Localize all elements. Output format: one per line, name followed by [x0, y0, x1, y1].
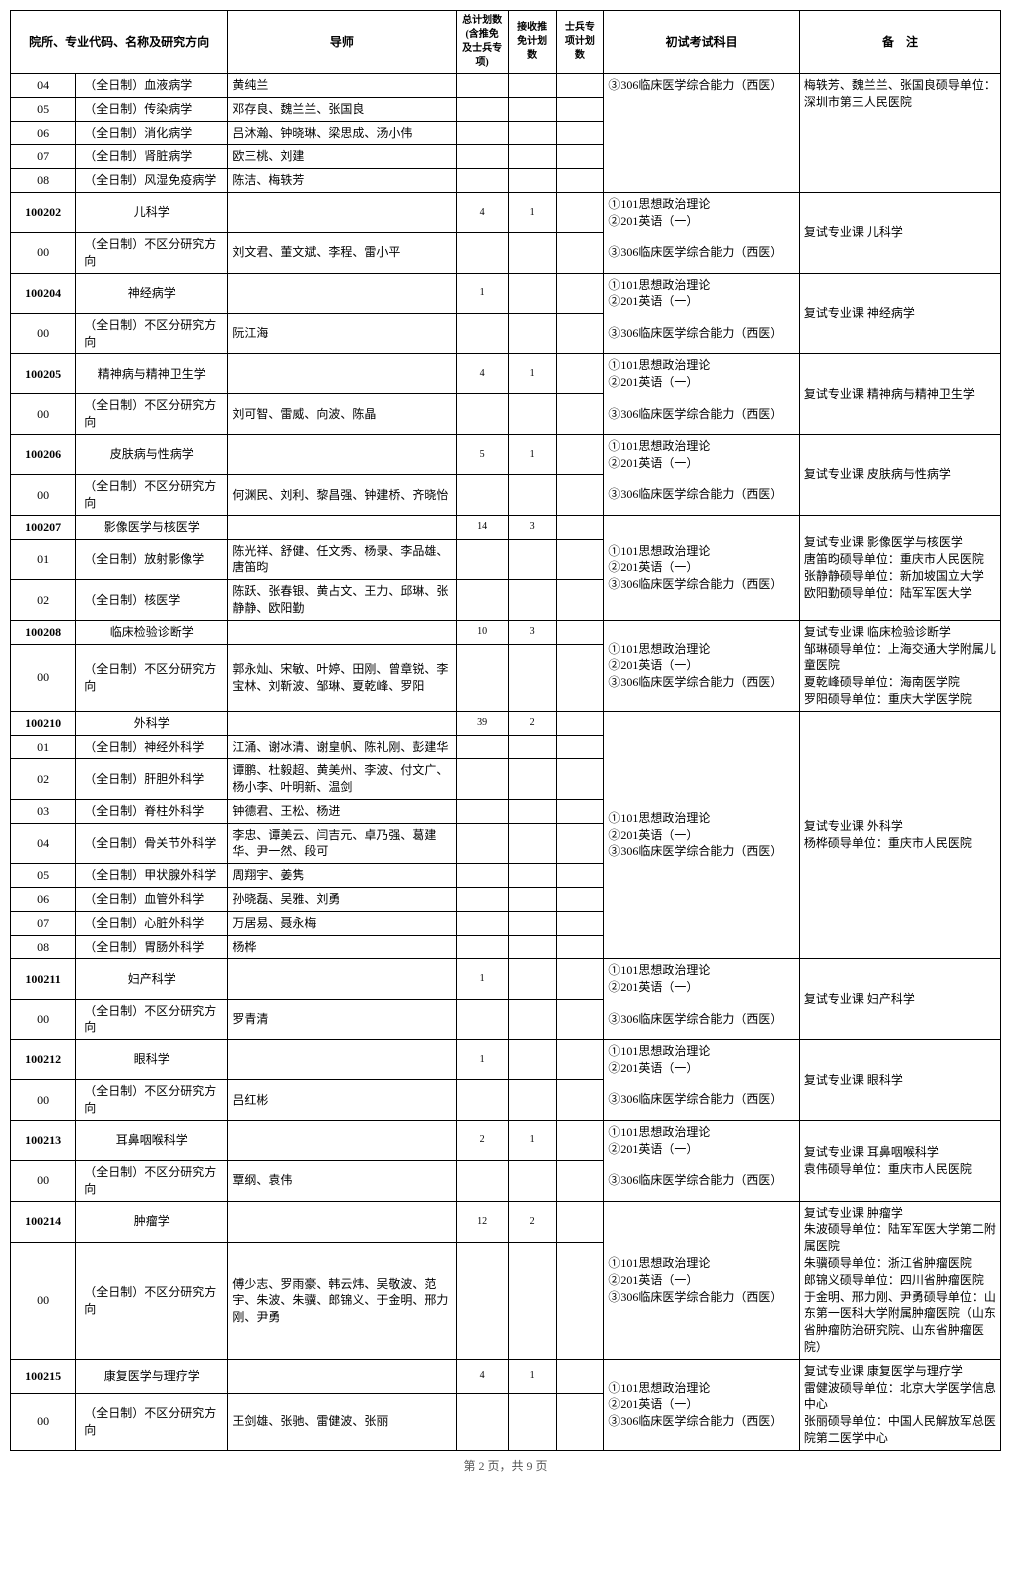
header-col7: 备 注	[799, 11, 1000, 74]
cell-note: 梅轶芳、魏兰兰、张国良硕导单位：深圳市第三人民医院	[799, 74, 1000, 193]
header-col5: 士兵专项计划数	[556, 11, 604, 74]
row-100212: 100212 眼科学 1 ①101思想政治理论 ②201英语（一） 复试专业课 …	[11, 1040, 1001, 1080]
cell-n2	[508, 74, 556, 98]
row-04: 04 （全日制）血液病学 黄纯兰 ③306临床医学综合能力（西医） 梅轶芳、魏兰…	[11, 74, 1001, 98]
header-col3: 总计划数(含推免及士兵专项)	[456, 11, 508, 74]
row-100210: 100210 外科学 39 2 ①101思想政治理论 ②201英语（一） ③30…	[11, 711, 1001, 735]
row-100211: 100211 妇产科学 1 ①101思想政治理论 ②201英语（一） 复试专业课…	[11, 959, 1001, 999]
header-col2: 导师	[228, 11, 456, 74]
row-100215: 100215 康复医学与理疗学 4 1 ①101思想政治理论 ②201英语（一）…	[11, 1359, 1001, 1393]
page-footer: 第 2 页，共 9 页	[10, 1451, 1001, 1474]
cell-advisor: 黄纯兰	[228, 74, 456, 98]
row-100208: 100208 临床检验诊断学 10 3 ①101思想政治理论 ②201英语（一）…	[11, 620, 1001, 644]
row-100204: 100204 神经病学 1 ①101思想政治理论 ②201英语（一） 复试专业课…	[11, 273, 1001, 313]
cell-code: 04	[11, 74, 76, 98]
cell-n3	[556, 74, 604, 98]
row-100207: 100207 影像医学与核医学 14 3 ①101思想政治理论 ②201英语（一…	[11, 515, 1001, 539]
header-row: 院所、专业代码、名称及研究方向 导师 总计划数(含推免及士兵专项) 接收推免计划…	[11, 11, 1001, 74]
cell-subjects: ③306临床医学综合能力（西医）	[604, 74, 800, 193]
header-col4: 接收推免计划数	[508, 11, 556, 74]
row-100214: 100214 肿瘤学 12 2 ①101思想政治理论 ②201英语（一） ③30…	[11, 1201, 1001, 1242]
cell-n1	[456, 74, 508, 98]
row-100206: 100206 皮肤病与性病学 5 1 ①101思想政治理论 ②201英语（一） …	[11, 435, 1001, 475]
cell-name: （全日制）血液病学	[76, 74, 228, 98]
row-100202: 100202 儿科学 4 1 ①101思想政治理论 ②201英语（一） 复试专业…	[11, 192, 1001, 232]
catalog-table: 院所、专业代码、名称及研究方向 导师 总计划数(含推免及士兵专项) 接收推免计划…	[10, 10, 1001, 1451]
row-100205: 100205 精神病与精神卫生学 4 1 ①101思想政治理论 ②201英语（一…	[11, 354, 1001, 394]
header-col1: 院所、专业代码、名称及研究方向	[11, 11, 228, 74]
header-col6: 初试考试科目	[604, 11, 800, 74]
row-100213: 100213 耳鼻咽喉科学 2 1 ①101思想政治理论 ②201英语（一） 复…	[11, 1120, 1001, 1160]
